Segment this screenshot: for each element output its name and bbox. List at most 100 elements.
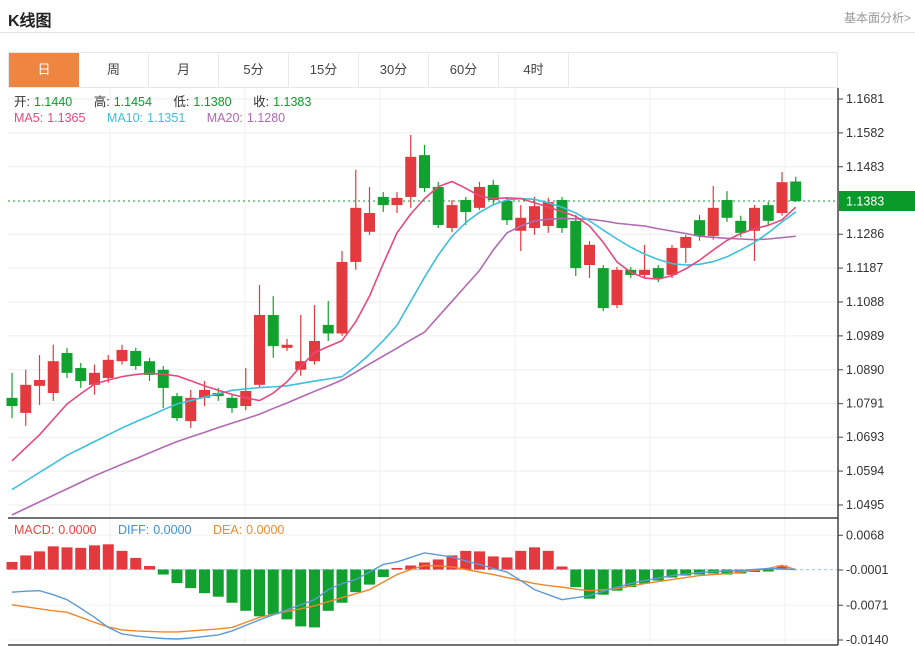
price-axis-label: 1.0693 [846,430,884,444]
candle-body [515,217,527,231]
tab-60min[interactable]: 60分 [429,53,499,87]
close-label: 收: [253,95,270,109]
ma10-label: MA10: [106,111,144,125]
low-value: 1.1380 [193,95,232,109]
title-divider [0,32,915,33]
macd-bar-negative [336,569,348,603]
macd-bar-positive [432,559,444,570]
price-axis-label: 1.0890 [846,363,884,377]
candle-body [47,361,59,394]
macd-bar-negative [762,569,774,572]
macd-axis-label: -0.0140 [846,633,888,646]
macd-bar-negative [295,569,307,627]
macd-bar-negative [666,569,678,578]
candle-body [144,361,155,375]
macd-bar-negative [721,569,733,575]
candle-body [309,341,320,362]
macd-value: 0.0000 [58,523,97,537]
macd-bar-negative [309,569,320,628]
price-axis-label: 1.0495 [846,498,884,512]
candle-body [185,397,197,422]
candle-body [34,380,45,386]
ma10-line [11,197,797,491]
diff-value: 0.0000 [153,523,192,537]
macd-bar-positive [61,547,73,570]
candle-body [6,397,18,407]
macd-bar-negative [611,569,623,591]
macd-bar-positive [102,544,114,570]
tab-30min[interactable]: 30分 [359,53,429,87]
candle-body [405,156,417,197]
candle-body [364,212,375,232]
tab-5min[interactable]: 5分 [219,53,289,87]
period-tab-strip: 日周月 5分 15分 30分 60分 4时 [8,52,838,88]
macd-bar-positive [474,551,485,570]
candle-body [501,201,513,221]
ma5-value: 1.1365 [47,111,86,125]
candle-body [556,199,568,229]
price-axis-label: 1.0791 [846,397,884,411]
macd-bar-negative [226,569,238,603]
tab-15min[interactable]: 15分 [289,53,359,87]
close-value: 1.1383 [273,95,312,109]
macd-bar-positive [776,565,788,570]
ma20-label: MA20: [206,111,243,125]
candle-body [116,349,128,362]
candle-body [20,384,32,413]
macd-bar-positive [89,545,100,570]
candle-body [707,207,719,236]
macd-bar-positive [460,550,472,570]
kline-chart[interactable]: 1.1681 1.1582 1.1483 1.1286 1.1187 1.1088 1.09… [0,88,915,646]
macd-bar-positive [144,565,155,570]
macd-readout: MACD: 0.0000 DIFF: 0.0000 DEA: 0.0000 [14,523,288,537]
candle-body [102,359,114,378]
macd-bar-positive [47,546,59,570]
candle-body [419,155,430,188]
price-axis-label: 1.1286 [846,227,884,241]
ma20-value: 1.1280 [246,111,286,125]
fundamental-analysis-link[interactable]: 基本面分析> [843,11,911,25]
candle-body [749,207,760,231]
price-axis-label: 1.1088 [846,295,884,309]
tab-week[interactable]: 周 [79,53,149,87]
candle-body [336,261,348,334]
macd-bar-positive [6,561,18,570]
macd-bar-negative [570,569,582,588]
macd-bar-negative [212,569,224,597]
tab-month[interactable]: 月 [149,53,219,87]
candle-body [157,369,169,388]
macd-bar-positive [487,556,499,570]
candle-body [597,268,609,309]
tab-4hour[interactable]: 4时 [499,53,569,87]
macd-bar-positive [405,565,417,570]
candle-plot-area[interactable] [8,88,838,518]
ma5-line [11,180,797,462]
ma10-value: 1.1351 [147,111,186,125]
candle-body [377,196,389,206]
price-axis-label: 1.1483 [846,160,884,174]
macd-bar-negative [267,569,279,615]
candle-body [542,202,554,226]
macd-bar-negative [597,569,609,595]
candle-body [226,397,238,409]
macd-bar-positive [446,555,458,570]
price-axis-label: 1.1187 [846,261,883,275]
candle-body [735,220,747,233]
macd-plot-area[interactable] [8,518,838,645]
tab-day[interactable]: 日 [9,53,79,87]
macd-bar-negative [171,569,183,584]
macd-bar-negative [157,569,169,575]
candle-body [391,197,403,206]
macd-bar-positive [116,550,128,570]
macd-bar-positive [529,547,540,570]
open-value: 1.1440 [33,95,73,109]
macd-label: MACD: [14,523,55,537]
candle-body [212,393,224,397]
open-label: 开: [14,95,30,109]
candle-body [529,206,540,229]
price-axis-label: 1.0989 [846,329,884,343]
macd-bar-negative [199,569,210,594]
candle-body [89,372,100,385]
price-axis-label: 1.1582 [846,126,884,140]
current-price-badge [839,191,915,212]
